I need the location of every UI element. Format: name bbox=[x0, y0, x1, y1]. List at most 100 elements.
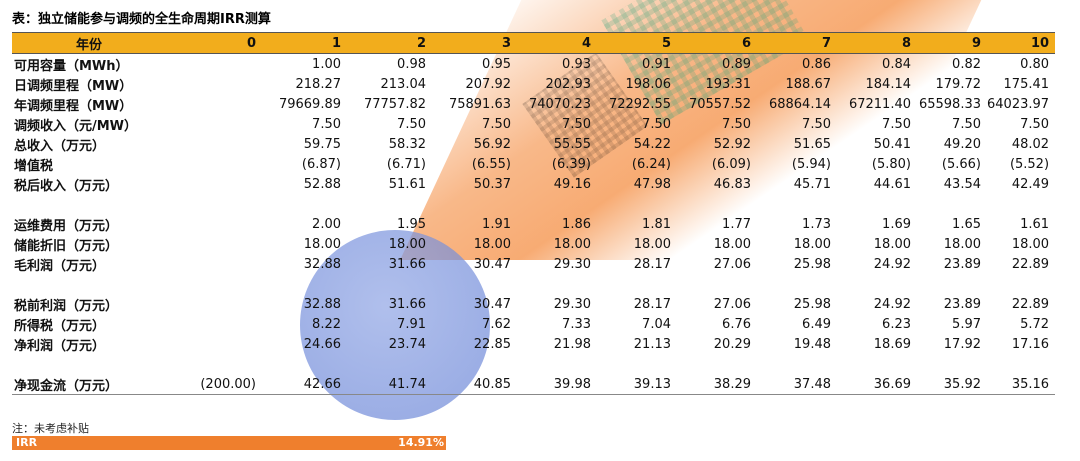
table-cell bbox=[517, 354, 597, 374]
table-cell: (5.80) bbox=[871, 156, 911, 172]
table-row: 调频收入（元/MW） 7.50 7.50 7.50 7.50 7.50 7.50 7.50 7.… bbox=[12, 114, 1055, 134]
row-label: 净利润（万元） bbox=[14, 338, 106, 354]
table-cell: 75891.63 bbox=[448, 96, 511, 112]
table-cell bbox=[917, 274, 987, 294]
row-label: 所得税（万元） bbox=[14, 318, 106, 334]
table-cell: 24.92 bbox=[873, 256, 911, 272]
table-cell: 52.88 bbox=[303, 176, 341, 192]
header-row: 年份 0 1 2 3 4 5 6 7 8 9 10 bbox=[12, 32, 1056, 54]
table-row: 毛利润（万元） 32.88 31.66 30.47 29.30 28.17 27.06 25.… bbox=[12, 254, 1055, 274]
table-cell bbox=[757, 194, 837, 214]
table-row bbox=[12, 194, 1055, 214]
table-cell bbox=[172, 54, 262, 75]
table-cell: 207.92 bbox=[465, 76, 512, 92]
row-label bbox=[12, 274, 172, 294]
table-cell bbox=[432, 274, 517, 294]
table-cell: 50.37 bbox=[473, 176, 511, 192]
table-cell: 18.00 bbox=[793, 236, 831, 252]
header-year: 4 bbox=[517, 32, 597, 54]
table-cell bbox=[987, 354, 1055, 374]
table-cell bbox=[172, 94, 262, 114]
table-cell: 31.66 bbox=[388, 296, 426, 312]
row-label: 日调频里程（MW） bbox=[14, 78, 133, 94]
row-label: 年调频里程（MW） bbox=[14, 98, 133, 114]
table-cell bbox=[917, 194, 987, 214]
table-cell: 35.92 bbox=[917, 374, 987, 395]
table-cell: 18.00 bbox=[713, 236, 751, 252]
table-cell: 18.00 bbox=[473, 236, 511, 252]
table-cell: 213.04 bbox=[380, 76, 427, 92]
table-cell: 70557.52 bbox=[688, 96, 751, 112]
table-cell bbox=[987, 194, 1055, 214]
header-year: 7 bbox=[757, 32, 837, 54]
table-cell: (5.52) bbox=[1009, 156, 1050, 172]
table-cell: 23.89 bbox=[943, 296, 981, 312]
row-label: 总收入（万元） bbox=[14, 138, 106, 154]
row-label: 税前利润（万元） bbox=[14, 298, 119, 314]
table-cell: 74070.23 bbox=[528, 96, 591, 112]
row-label: 增值税 bbox=[14, 158, 54, 174]
table-cell: 7.50 bbox=[642, 116, 671, 132]
table-cell: 7.50 bbox=[952, 116, 981, 132]
table-cell: 39.13 bbox=[597, 374, 677, 395]
table-row: 净利润（万元） 24.66 23.74 22.85 21.98 21.13 20.29 19.… bbox=[12, 334, 1055, 354]
table-cell bbox=[262, 274, 347, 294]
header-year: 0 bbox=[172, 32, 262, 54]
table-cell: (5.94) bbox=[791, 156, 831, 172]
table-cell bbox=[347, 274, 432, 294]
table-cell: 7.04 bbox=[642, 316, 671, 332]
table-cell: 48.02 bbox=[1011, 136, 1050, 152]
table-cell: 24.66 bbox=[303, 336, 341, 352]
header-year: 10 bbox=[987, 32, 1056, 54]
table-title: 表：独立储能参与调频的全生命周期IRR测算 bbox=[12, 12, 271, 27]
table-cell: 2.00 bbox=[312, 216, 341, 232]
table-cell: (6.87) bbox=[301, 156, 341, 172]
table-cell: 41.74 bbox=[347, 374, 432, 395]
table-cell: 179.72 bbox=[935, 76, 982, 92]
table-cell: 18.00 bbox=[873, 236, 911, 252]
table-cell: 188.67 bbox=[785, 76, 832, 92]
table-cell bbox=[172, 274, 262, 294]
table-cell: (6.71) bbox=[386, 156, 426, 172]
table-row: 日调频里程（MW） 218.27 213.04 207.92 202.93 198.06 1… bbox=[12, 74, 1055, 94]
table-cell: 49.20 bbox=[943, 136, 981, 152]
table-cell bbox=[172, 134, 262, 154]
table-cell: 8.22 bbox=[312, 316, 341, 332]
row-label: 调频收入（元/MW） bbox=[14, 118, 138, 134]
table-cell: 23.74 bbox=[388, 336, 426, 352]
table-cell bbox=[262, 194, 347, 214]
table-cell: 30.47 bbox=[473, 256, 511, 272]
table-cell: 1.65 bbox=[952, 216, 981, 232]
table-cell: (6.24) bbox=[631, 156, 671, 172]
table-cell bbox=[172, 214, 262, 234]
table-cell bbox=[172, 174, 262, 194]
table-cell bbox=[837, 274, 917, 294]
table-cell: 54.22 bbox=[633, 136, 671, 152]
table-row bbox=[12, 274, 1055, 294]
table-cell: 38.29 bbox=[677, 374, 757, 395]
header-year: 8 bbox=[837, 32, 917, 54]
table-cell bbox=[987, 274, 1055, 294]
table-cell: 0.98 bbox=[397, 56, 426, 72]
table-cell: 21.13 bbox=[633, 336, 671, 352]
table-cell bbox=[757, 354, 837, 374]
table-cell: 40.85 bbox=[432, 374, 517, 395]
table-cell: 21.98 bbox=[553, 336, 591, 352]
table-row: 税前利润（万元） 32.88 31.66 30.47 29.30 28.17 27.06 25… bbox=[12, 294, 1055, 314]
table-cell bbox=[517, 194, 597, 214]
table-cell: 42.66 bbox=[262, 374, 347, 395]
irr-label: IRR bbox=[16, 436, 38, 449]
table-cell: 0.93 bbox=[562, 56, 591, 72]
table-cell bbox=[597, 354, 677, 374]
table-cell: 36.69 bbox=[837, 374, 917, 395]
table-cell bbox=[597, 194, 677, 214]
table-cell bbox=[677, 274, 757, 294]
table-row: 增值税 (6.87) (6.71) (6.55) (6.39) (6.24) (6.09) (… bbox=[12, 154, 1055, 174]
table-cell: 58.32 bbox=[388, 136, 426, 152]
table-cell: 0.84 bbox=[882, 56, 911, 72]
table-cell: 18.00 bbox=[1011, 236, 1050, 252]
table-cell bbox=[172, 114, 262, 134]
table-cell: 1.91 bbox=[482, 216, 511, 232]
table-cell: 72292.55 bbox=[608, 96, 671, 112]
table-cell: 17.92 bbox=[943, 336, 981, 352]
